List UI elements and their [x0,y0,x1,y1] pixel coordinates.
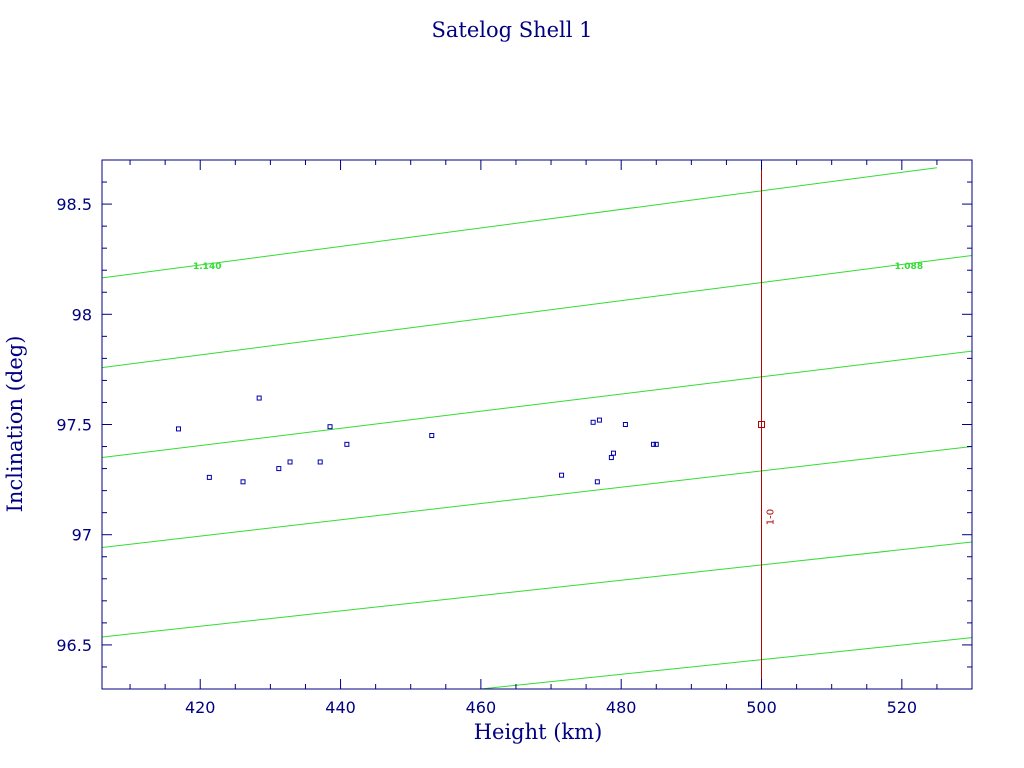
data-point-10 [429,433,435,439]
tick-labels: 420 440 460 480 500 520 96.5 97 97.5 98 98.5 [56,195,917,717]
data-point-15 [608,455,614,461]
reference-marker [758,421,766,428]
x-tick-label: 440 [325,698,356,717]
y-tick-label: 96.5 [56,636,92,655]
data-point-12 [590,419,596,425]
data-point-2 [206,474,212,480]
data-point-19 [653,441,659,447]
data-point-4 [256,395,262,401]
contour-label-1: 1.140 [193,262,221,272]
data-point-13 [594,479,600,485]
data-point-16 [610,450,616,456]
y-tick-label: 98.5 [56,195,92,214]
contour-line-3 [102,350,972,459]
data-point-17 [622,422,628,427]
data-point-6 [287,459,293,465]
x-tick-label: 420 [185,698,216,717]
contour-line-2 [102,254,972,369]
contour-lines: 1.140 1.088 [102,167,972,689]
reference-layer: 1-0 [758,160,776,689]
contour-line-4 [102,446,972,548]
y-tick-label: 97.5 [56,416,92,435]
contour-line-6 [480,637,972,689]
y-axis-label: Inclination (deg) [3,336,27,513]
data-point-7 [317,459,323,465]
data-points [175,395,659,485]
x-tick-label: 520 [887,698,918,717]
contour-label-2: 1.088 [895,262,923,272]
data-point-5 [276,466,282,472]
y-tick-label: 97 [72,526,92,545]
data-point-11 [559,472,565,478]
chart-title: Satelog Shell 1 [431,18,592,42]
plot-frame [101,159,973,690]
data-point-3 [240,479,246,485]
reference-label: 1-0 [765,509,776,525]
data-point-14 [596,417,602,423]
y-tick-label: 98 [72,305,92,324]
x-tick-label: 480 [606,698,637,717]
x-tick-label: 500 [746,698,777,717]
contour-line-1 [102,167,937,279]
axis-ticks [102,159,973,690]
data-point-1 [175,426,181,432]
x-tick-label: 460 [466,698,497,717]
data-point-8 [327,424,333,430]
data-point-18 [650,441,656,447]
x-axis-label: Height (km) [474,720,603,744]
data-point-9 [344,441,350,447]
contour-line-5 [102,541,972,638]
